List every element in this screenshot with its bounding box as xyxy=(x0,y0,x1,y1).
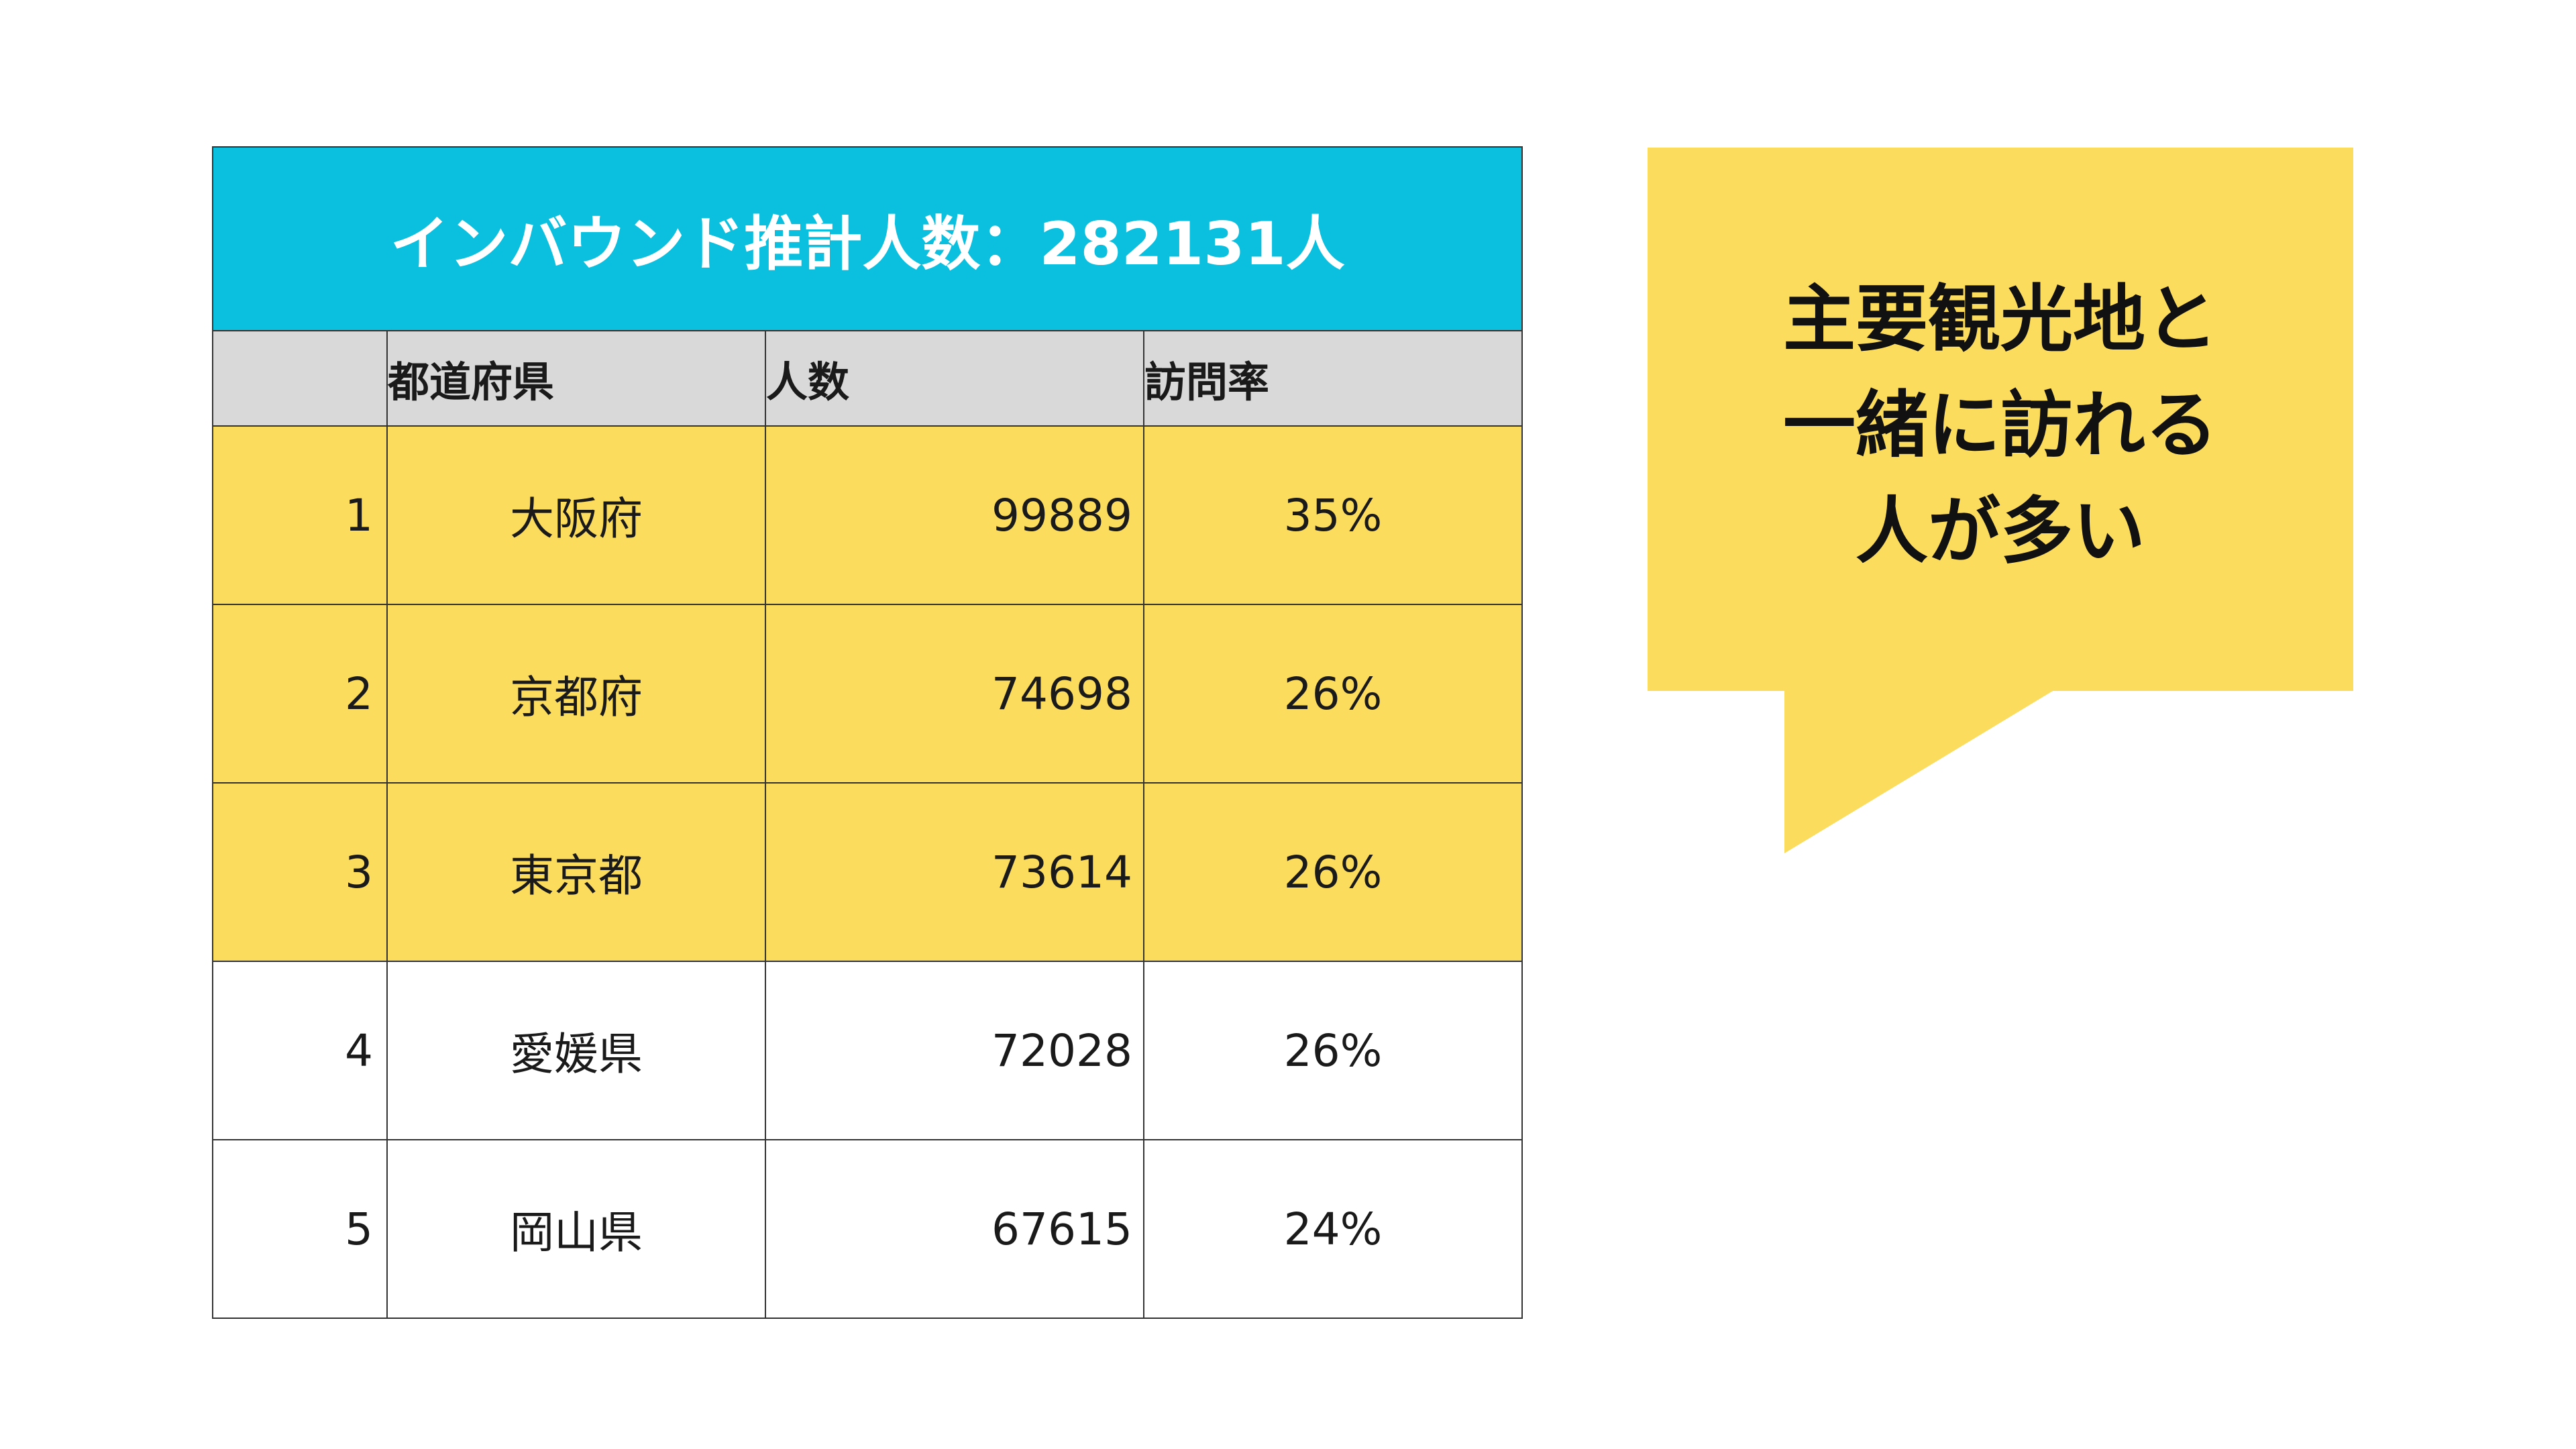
rate-cell: 26% xyxy=(1142,782,1523,962)
column-header-prefecture: 都道府県 xyxy=(386,330,766,427)
column-header-rate: 訪問率 xyxy=(1142,330,1523,427)
count-cell: 74698 xyxy=(765,604,1144,784)
table-header-row: 都道府県 人数 訪問率 xyxy=(212,330,1523,427)
callout-line: 一緒に訪れる xyxy=(1782,384,2218,468)
count-cell: 99889 xyxy=(765,425,1144,605)
prefecture-cell: 東京都 xyxy=(386,782,766,962)
table-title: インバウンド推計人数：282131人 xyxy=(211,146,1523,331)
rank-cell: 1 xyxy=(212,425,388,605)
callout-text: 主要観光地と 一緒に訪れる 人が多い xyxy=(1648,267,2353,585)
rate-cell: 26% xyxy=(1142,604,1523,784)
rate-cell: 26% xyxy=(1142,961,1523,1140)
speech-bubble: 主要観光地と 一緒に訪れる 人が多い xyxy=(1648,148,2353,855)
rank-cell: 2 xyxy=(212,604,388,784)
ranking-table-container: インバウンド推計人数：282131人 都道府県 人数 訪問率 1 大阪府 998… xyxy=(211,146,1523,1319)
table-row: 5 岡山県 67615 24% xyxy=(212,1139,1523,1319)
prefecture-cell: 岡山県 xyxy=(386,1139,766,1319)
callout-line: 人が多い xyxy=(1855,490,2145,574)
prefecture-cell: 大阪府 xyxy=(386,425,766,605)
ranking-table: インバウンド推計人数：282131人 都道府県 人数 訪問率 1 大阪府 998… xyxy=(211,146,1523,1319)
table-row: 4 愛媛県 72028 26% xyxy=(212,961,1523,1140)
prefecture-cell: 愛媛県 xyxy=(386,961,766,1140)
rate-cell: 24% xyxy=(1142,1139,1523,1319)
table-row: 1 大阪府 99889 35% xyxy=(212,425,1523,605)
column-header-count: 人数 xyxy=(765,330,1144,427)
table-row: 3 東京都 73614 26% xyxy=(212,782,1523,962)
rank-cell: 4 xyxy=(212,961,388,1140)
rate-cell: 35% xyxy=(1142,425,1523,605)
count-cell: 67615 xyxy=(765,1139,1144,1319)
speech-bubble-shape xyxy=(1648,148,2353,853)
callout-line: 主要観光地と xyxy=(1782,278,2218,362)
column-header-rank xyxy=(212,330,388,427)
count-cell: 73614 xyxy=(765,782,1144,962)
prefecture-cell: 京都府 xyxy=(386,604,766,784)
count-cell: 72028 xyxy=(765,961,1144,1140)
rank-cell: 5 xyxy=(212,1139,388,1319)
rank-cell: 3 xyxy=(212,782,388,962)
table-row: 2 京都府 74698 26% xyxy=(212,604,1523,784)
table-title-row: インバウンド推計人数：282131人 xyxy=(211,146,1523,331)
